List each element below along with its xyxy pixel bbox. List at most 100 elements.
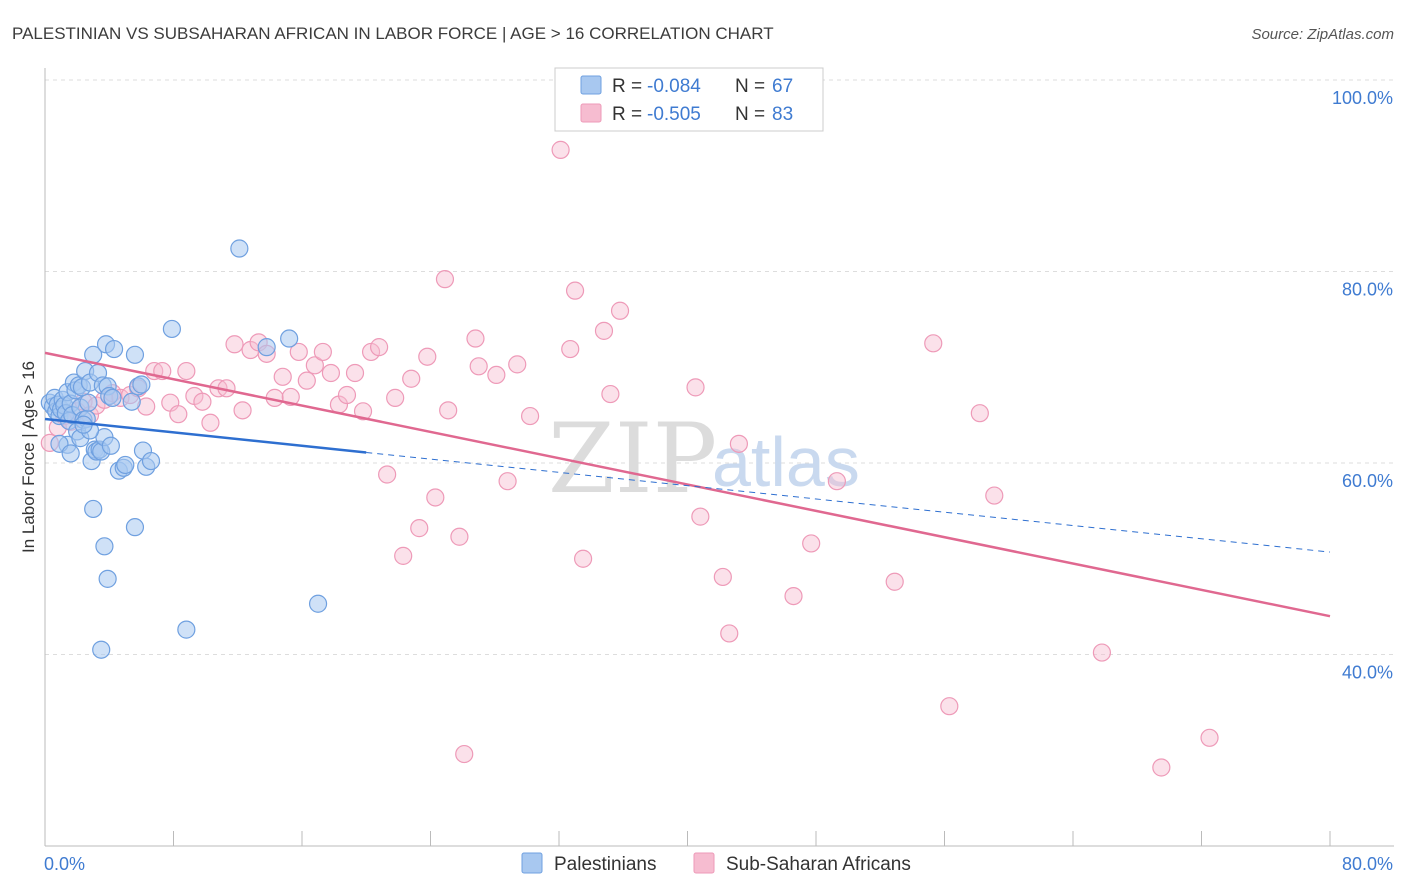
- subsaharan-point: [784, 586, 803, 606]
- palestinian-point: [92, 640, 111, 659]
- subsaharan-point: [313, 342, 332, 362]
- subsaharan-point: [305, 356, 324, 375]
- subsaharan-point: [193, 392, 212, 411]
- palestinian-point: [125, 518, 145, 537]
- subsaharan-point: [466, 329, 485, 348]
- subsaharan-point: [508, 355, 527, 374]
- subsaharan-point: [273, 367, 292, 386]
- palestinian-trend-line: [44, 417, 367, 454]
- palestinian-point: [141, 451, 161, 471]
- legend-n-value-1: 67: [772, 76, 793, 97]
- y-tick-label: 100.0%: [1332, 88, 1393, 108]
- y-tick-label: 40.0%: [1342, 663, 1393, 683]
- subsaharan-point: [487, 365, 506, 385]
- palestinian-point: [61, 444, 80, 463]
- subsaharan-point: [321, 363, 341, 383]
- palestinian-point: [101, 436, 120, 455]
- subsaharan-point: [573, 549, 593, 568]
- subsaharan-point: [345, 363, 365, 383]
- palestinian-point: [122, 392, 141, 411]
- palestinian-point: [257, 338, 276, 357]
- subsaharan-point: [691, 507, 710, 526]
- palestinian-point: [95, 537, 114, 556]
- subsaharan-point: [169, 405, 188, 424]
- palestinian-point: [162, 319, 181, 339]
- palestinian-trend-extension: [366, 451, 1331, 553]
- subsaharan-point: [378, 465, 397, 484]
- legend-bottom: Palestinians Sub-Saharan Africans: [521, 852, 911, 875]
- subsaharan-point: [370, 338, 389, 357]
- subsaharan-point: [289, 342, 308, 362]
- legend-bottom-label-subsaharan: Sub-Saharan Africans: [726, 854, 911, 875]
- y-tick-label: 80.0%: [1342, 280, 1393, 300]
- subsaharan-point: [729, 434, 749, 453]
- subsaharan-point: [201, 413, 220, 432]
- subsaharan-point: [720, 624, 739, 643]
- subsaharan-point: [802, 534, 821, 553]
- subsaharan-point: [418, 347, 437, 366]
- subsaharan-point: [353, 402, 373, 421]
- subsaharan-point: [970, 404, 989, 423]
- legend-top: R = -0.084 N = 67 R = -0.505 N = 83: [554, 67, 824, 132]
- legend-bottom-swatch-subsaharan: [693, 852, 715, 874]
- legend-r-label-1: R =: [612, 76, 642, 97]
- legend-bottom-swatch-palestinians: [521, 852, 543, 874]
- palestinian-points: [40, 239, 328, 659]
- x-tick-label-max: 80.0%: [1342, 854, 1393, 874]
- subsaharan-point: [924, 334, 943, 353]
- subsaharan-point: [410, 519, 429, 538]
- subsaharan-point: [337, 385, 357, 405]
- legend-bottom-label-palestinians: Palestinians: [554, 854, 656, 875]
- subsaharan-point: [177, 361, 196, 381]
- subsaharan-point: [225, 335, 244, 354]
- palestinian-point: [125, 345, 145, 364]
- y-tick-labels: 40.0% 60.0% 80.0% 100.0%: [1332, 88, 1393, 683]
- subsaharan-point: [520, 406, 540, 426]
- subsaharan-point: [601, 384, 620, 404]
- palestinian-point: [230, 239, 249, 258]
- subsaharan-point: [827, 472, 846, 491]
- source-label: Source: ZipAtlas.com: [1251, 26, 1394, 43]
- subsaharan-point: [439, 401, 458, 420]
- subsaharan-point: [426, 488, 445, 507]
- subsaharan-point: [885, 572, 904, 591]
- palestinian-point: [79, 393, 98, 412]
- subsaharan-point: [1152, 758, 1171, 777]
- y-tick-label: 60.0%: [1342, 471, 1393, 491]
- palestinian-point: [104, 339, 124, 359]
- x-tick-label-min: 0.0%: [44, 854, 85, 874]
- legend-r-value-2: -0.505: [647, 104, 701, 125]
- palestinian-point: [98, 569, 117, 588]
- subsaharan-point: [386, 388, 405, 407]
- chart-title: PALESTINIAN VS SUBSAHARAN AFRICAN IN LAB…: [12, 24, 774, 43]
- trend-lines: [44, 351, 1331, 618]
- legend-swatch-subsaharan: [580, 103, 602, 123]
- subsaharan-point: [233, 401, 252, 420]
- subsaharan-point: [498, 472, 517, 491]
- legend-n-value-2: 83: [772, 104, 793, 125]
- palestinian-point: [177, 620, 196, 639]
- subsaharan-point: [594, 321, 614, 340]
- subsaharan-point: [297, 371, 316, 390]
- legend-n-label-1: N =: [735, 76, 765, 97]
- subsaharan-point: [455, 744, 474, 764]
- subsaharan-point: [985, 486, 1004, 505]
- palestinian-point: [308, 594, 328, 613]
- subsaharan-point: [394, 546, 413, 565]
- subsaharan-point: [610, 301, 630, 320]
- legend-swatch-palestinians: [580, 75, 602, 95]
- subsaharan-point: [1200, 728, 1219, 747]
- legend-r-label-2: R =: [612, 104, 642, 125]
- palestinian-point: [84, 499, 103, 519]
- subsaharan-point: [450, 527, 469, 546]
- palestinian-point: [280, 329, 299, 348]
- palestinian-point: [116, 455, 135, 475]
- palestinian-point: [132, 375, 151, 394]
- subsaharan-point: [469, 357, 488, 376]
- x-ticks: [44, 831, 1331, 846]
- subsaharan-point: [686, 378, 705, 397]
- subsaharan-point: [561, 339, 580, 359]
- subsaharan-point: [565, 281, 585, 300]
- grid: [45, 79, 1394, 655]
